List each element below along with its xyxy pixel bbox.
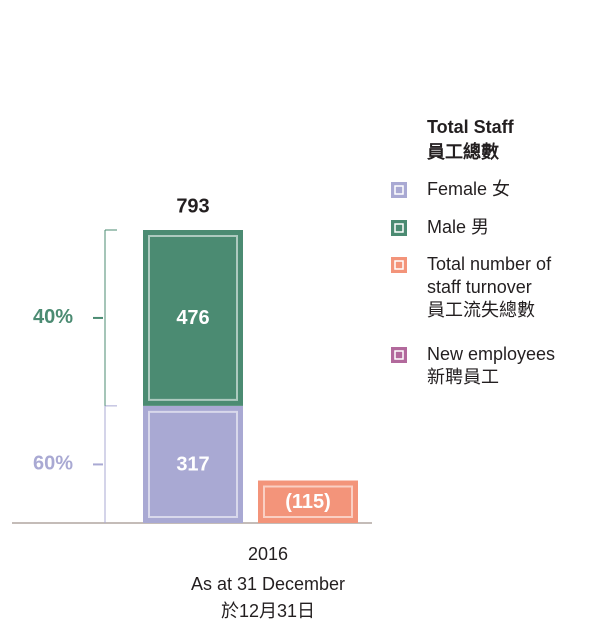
- bar-label: (115): [285, 491, 331, 513]
- legend-title: Total Staff: [427, 117, 515, 137]
- legend-label: New employees 新聘員工: [427, 344, 555, 387]
- legend-swatch-inner: [394, 350, 404, 360]
- bar-label: 476: [176, 307, 209, 329]
- legend-label-line: Male 男: [427, 217, 489, 237]
- legend-label-line: 員工流失總數: [427, 300, 535, 320]
- x-label: As at 31 December: [191, 574, 345, 594]
- legend-label-line: staff turnover: [427, 277, 532, 297]
- legend-title: 員工總數: [426, 141, 499, 162]
- bar: [258, 480, 358, 523]
- bar-inner-border: [148, 235, 238, 401]
- bar: [143, 230, 243, 406]
- annotation: 40%: [33, 306, 73, 328]
- legend-swatch-inner: [394, 185, 404, 195]
- legend-label: Total number of staff turnover 員工流失總數: [427, 254, 552, 320]
- legend-swatch-inner: [394, 260, 404, 270]
- legend-label-line: Female 女: [427, 179, 510, 199]
- x-tick-label: 2016: [248, 544, 288, 564]
- legend-swatch: [391, 182, 407, 198]
- legend-swatch: [391, 347, 407, 363]
- legend-label-line: Total number of: [427, 254, 552, 274]
- bar-inner-border: [263, 485, 353, 519]
- legend-swatch-inner: [394, 223, 404, 233]
- total-label: 793: [176, 195, 209, 217]
- bar-label: 317: [176, 454, 209, 476]
- legend-label: Male 男: [427, 217, 489, 237]
- legend-label-line: New employees: [427, 344, 555, 364]
- bar: [143, 405, 243, 523]
- annotation: 60%: [33, 453, 73, 475]
- legend-label-line: 新聘員工: [427, 367, 499, 387]
- legend-swatch: [391, 257, 407, 273]
- x-label: 於12月31日: [221, 601, 315, 621]
- bar-inner-border: [148, 410, 238, 519]
- legend-label: Female 女: [427, 179, 510, 199]
- legend-swatch: [391, 220, 407, 236]
